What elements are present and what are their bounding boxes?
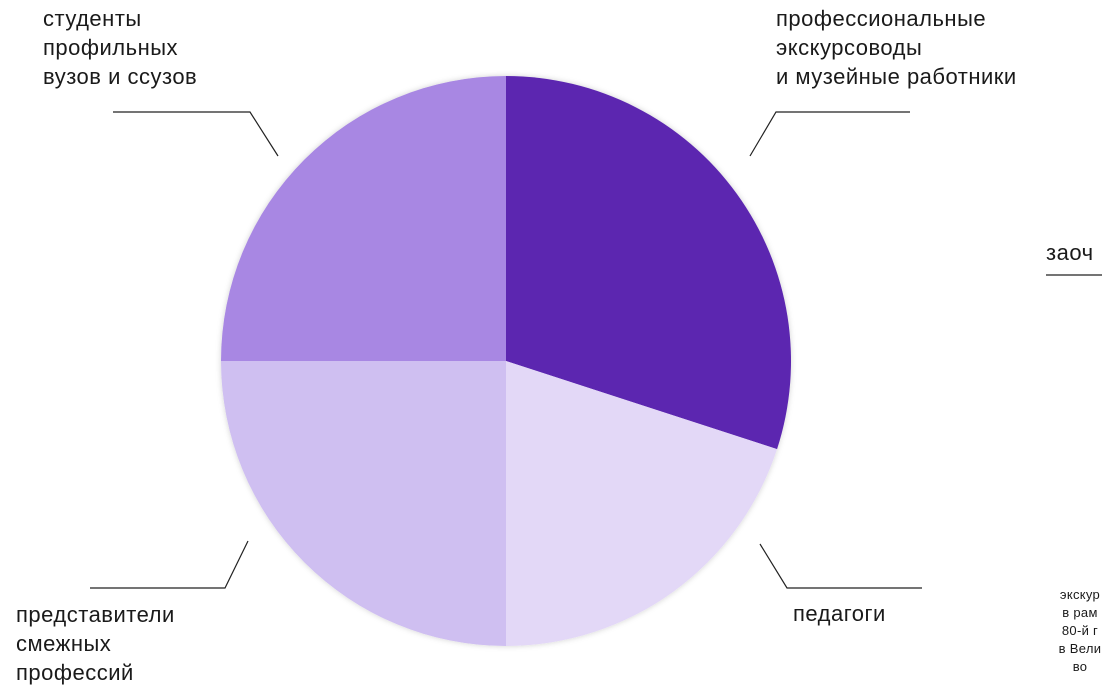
slice-label-guides: профессиональные экскурсоводы и музейные… (776, 6, 1017, 89)
slice-label-students: студенты профильных вузов и ссузов (43, 6, 198, 89)
slice-students (221, 76, 506, 361)
slice-label-teachers: педагоги (793, 601, 886, 626)
slice-related (221, 361, 506, 646)
cut-off-note: экскур в рам 80-й г в Вели во (1058, 587, 1102, 674)
leader-students (113, 111, 279, 157)
cut-off-label: заоч (1046, 240, 1094, 265)
leader-guides (749, 111, 910, 157)
leader-teachers (759, 543, 922, 589)
slice-label-related: представители смежных профессий (16, 602, 175, 685)
leader-related (90, 540, 249, 589)
slice-guides (506, 76, 791, 450)
slice-teachers (506, 361, 778, 646)
